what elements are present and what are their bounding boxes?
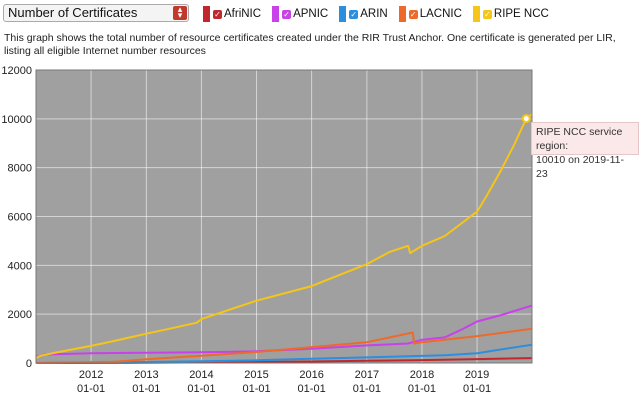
legend-swatch [472, 6, 480, 22]
legend-swatch [272, 6, 280, 22]
select-arrows-icon[interactable]: ▴ ▾ [173, 5, 187, 20]
x-tick-date: 01-01 [353, 383, 381, 395]
x-tick-year: 2019 [465, 369, 489, 381]
checkbox-icon[interactable]: ✓ [282, 9, 292, 19]
x-tick-date: 01-01 [77, 383, 105, 395]
legend: ✓ AfriNIC ✓ APNIC ✓ ARIN ✓ LACNIC ✓ RIPE NCC [203, 5, 560, 23]
chart-tooltip: RIPE NCC service region: 10010 on 2019-1… [531, 122, 639, 180]
series-line-apnic [35, 304, 533, 358]
legend-item-ripe-ncc[interactable]: ✓ RIPE NCC [472, 5, 549, 23]
y-tick-label: 2000 [8, 309, 32, 321]
legend-swatch [339, 6, 347, 22]
checkbox-icon[interactable]: ✓ [408, 9, 418, 19]
y-tick-label: 10000 [1, 114, 32, 126]
checkbox-icon[interactable]: ✓ [213, 9, 222, 19]
x-tick-year: 2017 [355, 369, 379, 381]
tooltip-line-2: 10010 on 2019-11-23 [536, 154, 624, 180]
x-tick-year: 2014 [189, 369, 213, 381]
series-line-ripe-ncc [35, 113, 533, 359]
legend-item-apnic[interactable]: ✓ APNIC [272, 5, 328, 23]
checkbox-icon[interactable]: ✓ [349, 9, 359, 19]
line-chart: 0 2000 4000 6000 8000 10000 12000 2012 01-01 2013… [1, 65, 533, 395]
x-tick-date: 01-01 [242, 383, 270, 395]
legend-swatch [398, 6, 406, 22]
x-tick-date: 01-01 [187, 383, 215, 395]
chart-description: This graph shows the total number of res… [4, 32, 616, 57]
x-tick-year: 2015 [244, 369, 268, 381]
legend-item-afrinic[interactable]: ✓ AfriNIC [203, 5, 261, 23]
legend-label: ARIN [360, 8, 388, 20]
legend-label: AfriNIC [224, 8, 262, 20]
x-tick-year: 2016 [299, 369, 323, 381]
highlight-point [521, 114, 531, 124]
x-tick-date: 01-01 [463, 383, 491, 395]
legend-label: APNIC [293, 8, 329, 20]
legend-item-arin[interactable]: ✓ ARIN [339, 5, 388, 23]
x-tick-date: 01-01 [298, 383, 326, 395]
x-tick-year: 2013 [134, 369, 158, 381]
legend-swatch [203, 6, 210, 22]
x-tick-date: 01-01 [408, 383, 436, 395]
x-tick-year: 2012 [79, 369, 103, 381]
y-tick-label: 8000 [8, 163, 32, 175]
y-tick-label: 4000 [8, 260, 32, 272]
legend-label: LACNIC [419, 8, 462, 20]
metric-select-value: Number of Certificates [8, 5, 138, 20]
x-tick-date: 01-01 [132, 383, 160, 395]
checkbox-icon[interactable]: ✓ [482, 9, 492, 19]
series-line-lacnic [35, 327, 533, 364]
metric-select[interactable]: Number of Certificates ▴ ▾ [3, 4, 189, 22]
series-line-arin [35, 343, 533, 364]
legend-item-lacnic[interactable]: ✓ LACNIC [398, 5, 462, 23]
toolbar: Number of Certificates ▴ ▾ ✓ AfriNIC ✓ APNIC… [0, 0, 640, 28]
x-tick-year: 2018 [410, 369, 434, 381]
y-tick-label: 0 [26, 358, 32, 370]
plot-border [35, 69, 533, 364]
y-tick-label: 6000 [8, 212, 32, 224]
legend-label: RIPE NCC [493, 8, 549, 20]
y-tick-label: 12000 [1, 65, 32, 77]
tooltip-line-1: RIPE NCC service region: [536, 126, 623, 152]
